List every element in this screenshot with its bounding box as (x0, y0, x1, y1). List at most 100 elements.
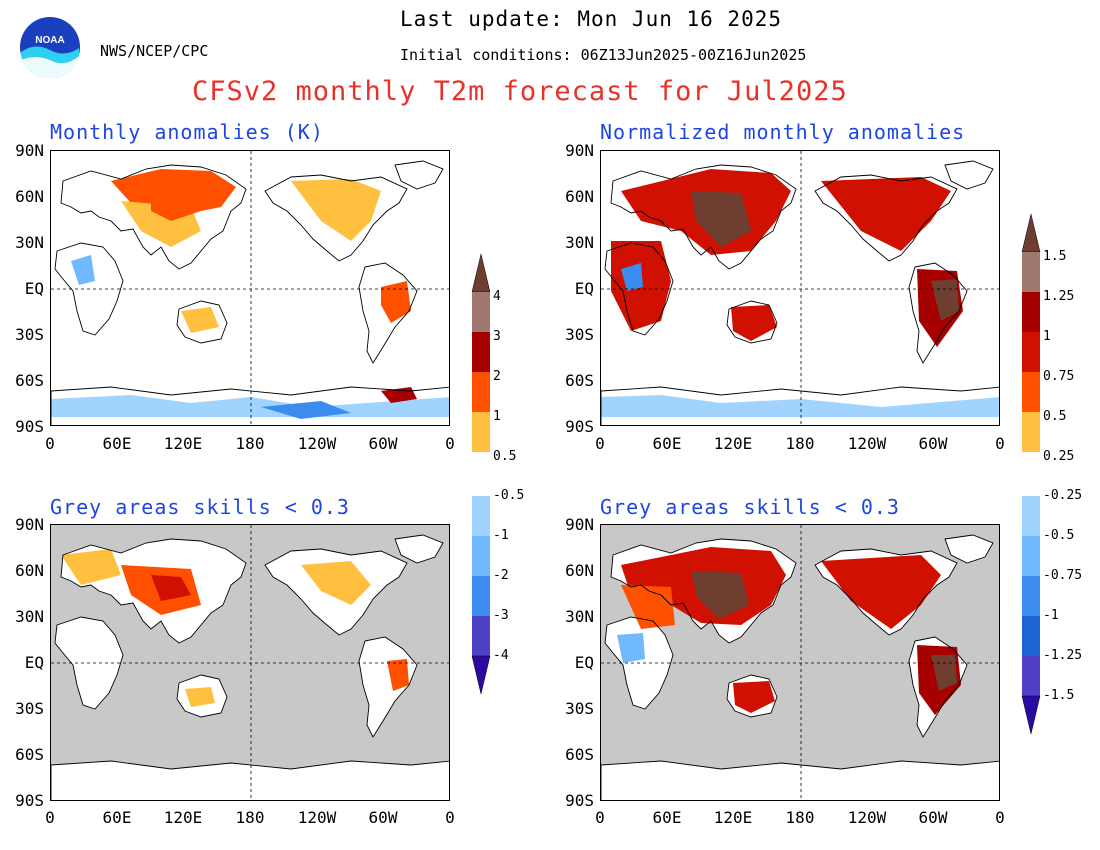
map-canvas (51, 151, 449, 425)
colorbar-label: -1 (1043, 608, 1059, 623)
colorbar-swatch (472, 452, 490, 492)
lat-label: 30S (565, 325, 594, 344)
lon-label: 120E (163, 808, 203, 827)
lon-label: 120W (297, 808, 337, 827)
anomaly-region (151, 575, 191, 601)
lon-label: 180 (235, 434, 265, 453)
colorbar-normalized (1021, 213, 1041, 735)
lat-label: 30N (565, 607, 594, 626)
lon-label: 120E (163, 434, 203, 453)
lat-label: 90N (15, 141, 44, 160)
anomaly-region (111, 169, 236, 213)
lon-label: 60E (652, 434, 682, 453)
colorbar-label: 0.5 (1043, 409, 1067, 424)
lat-label: 60N (565, 187, 594, 206)
anomaly-region (185, 687, 215, 707)
colorbar-label: 1.25 (1043, 289, 1075, 304)
lon-label: 0 (45, 434, 55, 453)
anomaly-region (617, 633, 645, 663)
coastline-eurasia (60, 538, 247, 644)
land-antarctica (51, 761, 449, 800)
colorbar-label: -0.75 (1043, 568, 1083, 583)
colorbar-label: -3 (493, 608, 509, 623)
colorbar-swatch (1022, 616, 1040, 656)
land-greenland (945, 535, 993, 563)
colorbar-label: -0.5 (493, 488, 525, 503)
colorbar-label: -4 (493, 648, 509, 663)
lat-label: 60S (565, 745, 594, 764)
coastline-africa (54, 616, 124, 710)
lat-label: 60N (565, 561, 594, 580)
coastline-antarctica (601, 760, 999, 800)
land-antarctica (601, 761, 999, 800)
lon-label: 0 (445, 434, 455, 453)
lat-label: 90N (15, 515, 44, 534)
lon-label: 120W (297, 434, 337, 453)
lat-label: 60S (15, 745, 44, 764)
lon-label: 0 (595, 434, 605, 453)
colorbar-label: -1.5 (1043, 688, 1075, 703)
coastline-namerica (264, 548, 408, 636)
lat-label: 90S (565, 417, 594, 436)
colorbar-swatch (1022, 536, 1040, 576)
colorbar-swatch (472, 332, 490, 372)
lat-label: EQ (24, 279, 44, 298)
colorbar-swatch (1022, 292, 1040, 332)
initial-conditions: Initial conditions: 06Z13Jun2025-00Z16Ju… (400, 46, 807, 64)
panel-title-anomalies: Monthly anomalies (K) (50, 120, 324, 144)
svg-text:NOAA: NOAA (35, 35, 64, 46)
lat-label: 60N (15, 187, 44, 206)
map-canvas (601, 525, 999, 800)
coastline-greenland (394, 160, 444, 190)
lon-label: 0 (45, 808, 55, 827)
map-normalized (600, 150, 1000, 426)
anomaly-region (261, 401, 351, 419)
colorbar-label: -0.25 (1043, 488, 1083, 503)
lon-label: 60W (368, 808, 398, 827)
anomaly-region (381, 281, 411, 323)
lat-label: 90N (565, 515, 594, 534)
coastline-namerica (814, 548, 958, 636)
lat-label: EQ (574, 279, 594, 298)
coastline-samerica (908, 636, 968, 738)
anomaly-region (151, 191, 201, 221)
agency-label: NWS/NCEP/CPC (100, 42, 209, 60)
colorbar-swatch (472, 412, 490, 452)
colorbar-arrow-cool (1021, 695, 1041, 735)
lat-label: EQ (574, 653, 594, 672)
coastline-australia (726, 674, 778, 718)
colorbar-swatch (1022, 252, 1040, 292)
lat-label: 90S (565, 791, 594, 810)
colorbar-label: -2 (493, 568, 509, 583)
coastline-namerica (814, 174, 958, 262)
anomaly-region (621, 263, 643, 291)
lat-label: 30N (565, 233, 594, 252)
anomaly-region (181, 307, 219, 333)
lon-label: 180 (785, 808, 815, 827)
lon-label: 0 (995, 434, 1005, 453)
map-canvas (601, 151, 999, 425)
lat-label: 30N (15, 233, 44, 252)
coastline-samerica (358, 636, 418, 738)
lat-label: 60S (565, 371, 594, 390)
coastline-australia (176, 674, 228, 718)
coastline-antarctica (51, 760, 449, 800)
coastline-eurasia (60, 164, 247, 270)
anomaly-region (387, 659, 409, 691)
coastline-antarctica (51, 386, 449, 425)
colorbar-label: 0.25 (1043, 449, 1075, 464)
coastline-australia (726, 300, 778, 344)
lon-label: 180 (785, 434, 815, 453)
colorbar-arrow-warm (1021, 213, 1041, 253)
coastline-eurasia (610, 164, 797, 270)
panel-title-normalized: Normalized monthly anomalies (600, 120, 966, 144)
lon-label: 180 (235, 808, 265, 827)
map-skill-normalized (600, 524, 1000, 801)
lat-label: 90S (15, 417, 44, 436)
anomaly-region (291, 179, 381, 241)
coastline-greenland (394, 534, 444, 564)
lat-label: 30S (15, 699, 44, 718)
lat-label: 60N (15, 561, 44, 580)
anomaly-region (691, 191, 751, 247)
lon-label: 120W (847, 808, 887, 827)
